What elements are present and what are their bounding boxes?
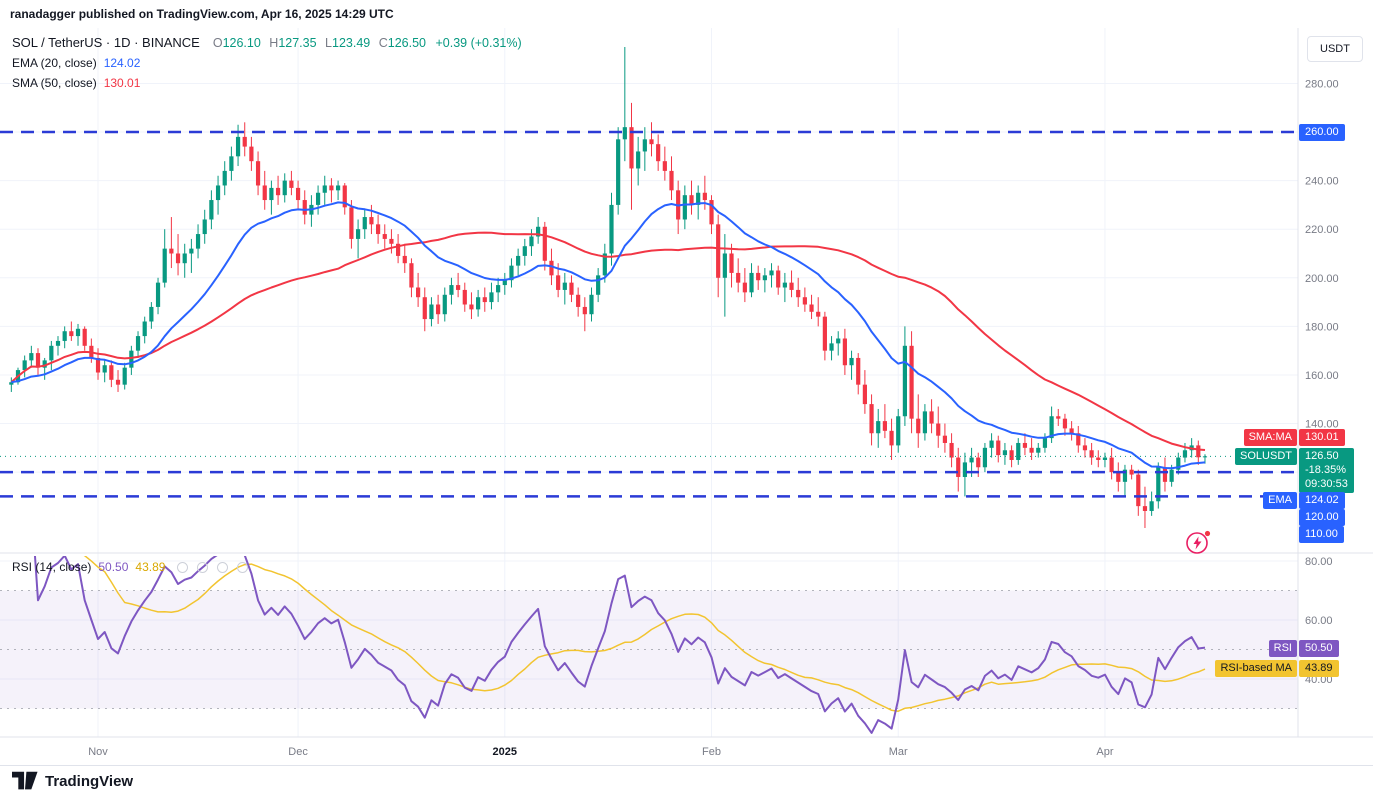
axis-label: 220.00 (1305, 224, 1339, 236)
rsi-ma-legend-value: 43.89 (135, 560, 166, 574)
sma-tag: SMA:MA (1243, 429, 1297, 447)
tradingview-logo-icon[interactable] (12, 771, 38, 791)
axis-label: 80.00 (1305, 556, 1333, 568)
axis-label: 160.00 (1305, 370, 1339, 382)
axis-label: 280.00 (1305, 78, 1339, 90)
level-120-badge[interactable]: 120.00 (1299, 509, 1345, 527)
sma-legend-row[interactable]: SMA (50, close) 130.01 (12, 73, 522, 92)
legend-visibility-icon[interactable] (177, 561, 189, 573)
rsi-legend-value: 50.50 (98, 560, 129, 574)
rsi-ma-tag: RSI-based MA (1215, 659, 1297, 677)
high-value: 127.35 (278, 35, 317, 50)
axis-label: 240.00 (1305, 176, 1339, 188)
legend-settings-icon[interactable] (197, 561, 209, 573)
axis-label: Mar (889, 746, 908, 758)
sma-legend-name[interactable]: SMA (50, close) (12, 75, 97, 90)
publish-header: ranadagger published on TradingView.com,… (0, 0, 1373, 28)
axis-label: Nov (88, 746, 108, 758)
symbol-badge-countdown: 09:30:53 (1305, 478, 1348, 491)
symbol-badge: 126.50 -18.35% 09:30:53 (1299, 448, 1354, 494)
open-label: O (212, 35, 223, 50)
ema-tag: EMA (1263, 492, 1297, 510)
axis-label: 60.00 (1305, 615, 1333, 627)
chart-legend: SOL / TetherUS · 1D · BINANCE O126.10 H1… (12, 33, 522, 92)
legend-action-icons (177, 561, 249, 573)
footer-bar: TradingView (0, 765, 1373, 796)
axis-label: 200.00 (1305, 273, 1339, 285)
ema-legend-value: 124.02 (103, 55, 141, 70)
axis-label: Apr (1096, 746, 1113, 758)
rsi-tag: RSI (1268, 640, 1297, 657)
symbol-title[interactable]: SOL / TetherUS · 1D · BINANCE (12, 35, 200, 50)
symbol-badge-change: -18.35% (1305, 464, 1346, 477)
rsi-badge: 50.50 (1299, 640, 1339, 657)
level-110-badge[interactable]: 110.00 (1299, 526, 1344, 544)
axis-label: 40.00 (1305, 674, 1333, 686)
low-value: 123.49 (332, 35, 371, 50)
axis-label: 180.00 (1305, 321, 1339, 333)
axis-label: Dec (288, 746, 308, 758)
axis-label: Feb (702, 746, 721, 758)
sma-legend-value: 130.01 (103, 75, 141, 90)
flash-marker-icon[interactable] (1184, 528, 1212, 556)
symbol-legend-row[interactable]: SOL / TetherUS · 1D · BINANCE O126.10 H1… (12, 33, 522, 52)
rsi-legend-row[interactable]: RSI (14, close) 50.50 43.89 (12, 560, 249, 574)
close-value: 126.50 (387, 35, 426, 50)
close-label: C (378, 35, 388, 50)
level-260-badge[interactable]: 260.00 (1299, 124, 1345, 141)
rsi-ma-badge: 43.89 (1299, 659, 1339, 677)
symbol-tag: SOLUSDT (1235, 448, 1297, 466)
sma-badge: 130.01 (1299, 429, 1345, 447)
change-value: +0.39 (+0.31%) (435, 35, 522, 50)
publish-header-text: ranadagger published on TradingView.com,… (10, 7, 394, 21)
open-value: 126.10 (222, 35, 261, 50)
currency-unit-button[interactable]: USDT (1307, 36, 1363, 62)
axis-label: 140.00 (1305, 419, 1339, 431)
gridlines (0, 28, 1298, 737)
rsi-legend-name[interactable]: RSI (14, close) (12, 560, 92, 574)
tradingview-brand-text[interactable]: TradingView (45, 772, 134, 790)
legend-delete-icon[interactable] (217, 561, 229, 573)
legend-more-icon[interactable] (237, 561, 249, 573)
overlay-lines (10, 201, 1206, 470)
rsi-panel (0, 556, 1298, 734)
candlestick-series (9, 47, 1208, 528)
ema-badge: 124.02 (1299, 492, 1345, 510)
symbol-badge-price: 126.50 (1305, 450, 1339, 463)
axis-label: 2025 (493, 746, 517, 758)
ema-legend-row[interactable]: EMA (20, close) 124.02 (12, 53, 522, 72)
currency-unit-label: USDT (1320, 43, 1350, 55)
price-chart-canvas[interactable]: 280.00 240.00 220.00 200.00 180.00 160.00 140.… (0, 0, 1373, 765)
ohlc-values: O126.10 H127.35 L123.49 C126.50 +0.39 (+… (208, 36, 522, 50)
low-label: L (325, 35, 332, 50)
ema-legend-name[interactable]: EMA (20, close) (12, 55, 97, 70)
high-label: H (269, 35, 279, 50)
